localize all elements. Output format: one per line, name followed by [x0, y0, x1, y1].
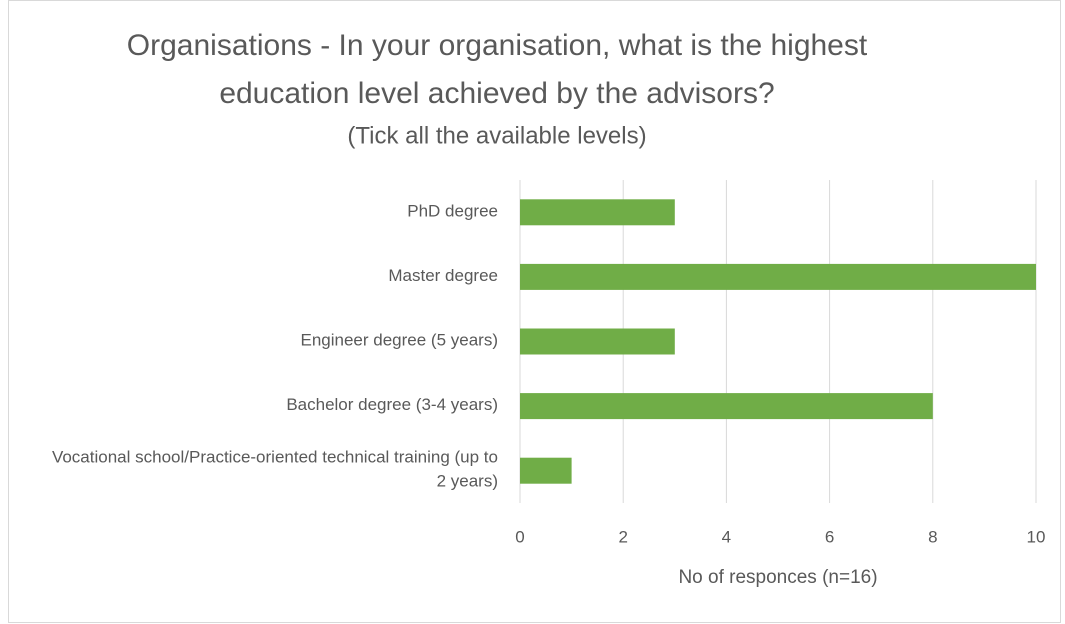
y-tick-label: Master degree — [388, 266, 498, 285]
bar — [520, 393, 933, 420]
x-axis-label: No of responces (n=16) — [678, 567, 877, 588]
bar — [520, 263, 1036, 290]
bar — [520, 199, 675, 226]
y-tick-label: Engineer degree (5 years) — [300, 331, 498, 350]
x-tick-label: 0 — [515, 527, 524, 546]
bar — [520, 328, 675, 355]
chart-subtitle: (Tick all the available levels) — [347, 122, 646, 149]
x-tick-label: 2 — [618, 527, 627, 546]
x-tick-label: 10 — [1027, 527, 1046, 546]
chart-frame — [8, 0, 1061, 623]
x-tick-label: 6 — [825, 527, 834, 546]
chart-title: Organisations - In your organisation, wh… — [127, 29, 868, 110]
x-tick-label: 8 — [928, 527, 937, 546]
y-tick-label: Bachelor degree (3-4 years) — [286, 396, 498, 415]
y-tick-label: Vocational school/Practice-oriented tech… — [52, 448, 498, 491]
y-tick-label: PhD degree — [407, 202, 498, 221]
bar — [520, 457, 572, 484]
x-tick-label: 4 — [722, 527, 731, 546]
